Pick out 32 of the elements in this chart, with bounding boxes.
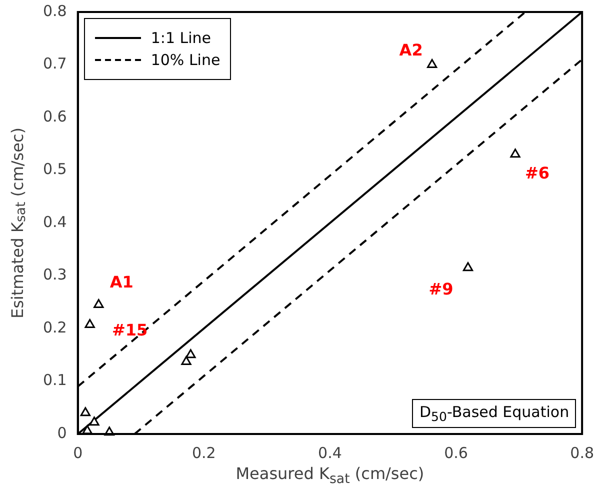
y-tick-label: 0.7 (42, 54, 67, 73)
point (80, 407, 90, 416)
x-tick-label: 0 (73, 444, 83, 462)
point (94, 299, 104, 308)
annotation: A2 (399, 40, 423, 60)
y-tick-label: 0.5 (42, 160, 67, 178)
x-tick-label: 0.4 (318, 444, 342, 462)
y-tick-label: 0.1 (42, 371, 67, 390)
x-axis-title: Measured K$_{sat}$ (cm/sec) (236, 464, 424, 488)
annotation: #9 (428, 279, 454, 298)
annotation: #6 (524, 164, 550, 183)
annotation: #15 (112, 320, 148, 340)
point (89, 416, 100, 426)
point (181, 356, 192, 365)
x-tick-label: 0.6 (444, 444, 468, 462)
legend-label: 10% Line (150, 51, 220, 69)
point (84, 319, 95, 328)
annotation: D$_{50}$-Based Equation (412, 399, 576, 428)
y-tick-label: 0.8 (42, 2, 67, 20)
annotation: A1 (110, 272, 134, 292)
y-tick-label: 0.6 (42, 107, 67, 126)
point (426, 59, 438, 68)
y-tick-label: 0 (57, 424, 67, 442)
x-tick-label: 0.2 (192, 444, 216, 462)
legend-label: 1:1 Line (150, 29, 212, 47)
y-tick-label: 0.3 (42, 266, 67, 284)
y-tick-label: 0.4 (42, 212, 67, 231)
x-tick-label: 0.8 (570, 444, 594, 462)
point (462, 262, 474, 272)
y-tick-label: 0.2 (42, 318, 67, 336)
point (510, 148, 520, 158)
point (186, 349, 196, 358)
